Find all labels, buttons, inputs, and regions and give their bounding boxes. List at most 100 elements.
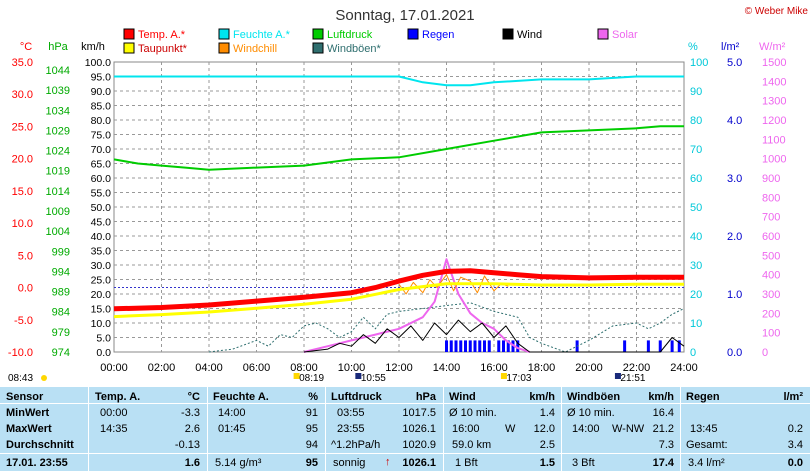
humidity-axis-tick: 80 — [690, 115, 702, 127]
solar-axis-tick: 1300 — [762, 96, 786, 108]
humidity-axis-tick: 10 — [690, 318, 702, 330]
wind-axis-tick: 90.0 — [91, 86, 112, 98]
rain-bar — [670, 340, 674, 352]
humidity-axis-unit: % — [688, 41, 698, 53]
statistics-table: Sensor Temp. A. °C Feuchte A. % Luftdruc… — [0, 387, 810, 471]
humidity-axis-tick: 0 — [690, 347, 696, 359]
temp-axis-tick: 20.0 — [12, 154, 33, 166]
max-press-time: 23:55 — [337, 423, 365, 435]
max-gust-direction: W-NW — [612, 423, 645, 435]
time-marker-label: 21:51 — [620, 373, 645, 384]
temp-axis-tick: 30.0 — [12, 89, 33, 101]
marker-icon — [614, 373, 621, 379]
temp-axis-tick: 0.0 — [18, 283, 33, 295]
legend-swatch — [312, 28, 324, 40]
x-tick-label: 22:00 — [623, 362, 651, 374]
pressure-axis-tick: 1044 — [46, 65, 70, 77]
rain-bar — [454, 340, 458, 352]
header-humidity-unit: % — [308, 391, 318, 403]
series-line — [114, 75, 684, 87]
solar-axis-tick: 900 — [762, 173, 780, 185]
weather-chart: Sonntag, 17.01.2021 © Weber Mike Temp. A.*… — [8, 6, 809, 384]
header-rain-unit: l/m² — [783, 391, 803, 403]
x-tick-label: 06:00 — [243, 362, 271, 374]
x-tick-label: 00:00 — [100, 362, 128, 374]
rain-bar — [468, 340, 472, 352]
wind-axis-unit: km/h — [81, 41, 105, 53]
wind-axis-tick: 95.0 — [91, 72, 112, 84]
legend-swatch — [407, 28, 419, 40]
legend-label: Taupunkt* — [138, 43, 188, 55]
rain-axis-tick: 1.0 — [727, 289, 742, 301]
rain-bar — [506, 340, 510, 352]
header-pressure-unit: hPa — [415, 391, 436, 403]
solar-axis-tick: 600 — [762, 231, 780, 243]
pressure-axis-tick: 1009 — [46, 206, 70, 218]
wind-axis-tick: 15.0 — [91, 304, 112, 316]
rain-bar — [445, 340, 448, 352]
header-gust: Windböen — [567, 391, 621, 403]
wind-axis-tick: 25.0 — [91, 275, 112, 287]
pressure-axis-unit: hPa — [48, 41, 68, 53]
current-gust-value: 17.4 — [652, 457, 674, 469]
min-press-time: 03:55 — [337, 407, 365, 419]
rain-bar — [473, 340, 477, 352]
copyright-label: © Weber Mike — [745, 6, 809, 17]
temp-axis-tick: 15.0 — [12, 186, 33, 198]
solar-axis-tick: 1500 — [762, 57, 786, 69]
min-gust-desc: Ø 10 min. — [567, 407, 615, 419]
pressure-axis-tick: 989 — [52, 287, 70, 299]
x-tick-label: 08:00 — [290, 362, 318, 374]
max-gust-time: 14:00 — [572, 423, 600, 435]
pressure-axis-tick: 999 — [52, 246, 70, 258]
min-temp-time: 00:00 — [100, 407, 128, 419]
time-marker-label: 17:03 — [506, 373, 531, 384]
wind-axis-tick: 0.0 — [96, 347, 111, 359]
rain-bar — [623, 340, 627, 352]
avg-rain-label: Gesamt: — [686, 439, 728, 451]
legend-label: Temp. A.* — [138, 29, 186, 41]
solar-axis-tick: 200 — [762, 308, 780, 320]
pressure-axis-tick: 1029 — [46, 125, 70, 137]
legend-swatch — [597, 28, 609, 40]
legend-swatch — [123, 42, 135, 54]
solar-axis-tick: 1200 — [762, 115, 786, 127]
x-tick-label: 04:00 — [195, 362, 223, 374]
legend-swatch — [502, 28, 514, 40]
rain-axis-tick: 0.0 — [727, 347, 742, 359]
humidity-axis-tick: 50 — [690, 202, 702, 214]
current-abs-humidity: 5.14 g/m³ — [215, 457, 262, 469]
humidity-axis-tick: 30 — [690, 260, 702, 272]
temp-axis-tick: -5.0 — [14, 315, 33, 327]
rain-bar — [478, 340, 482, 352]
min-temp-value: -3.3 — [181, 407, 200, 419]
rain-bar — [464, 340, 467, 352]
wind-axis-tick: 50.0 — [91, 202, 112, 214]
max-wind-value: 12.0 — [533, 423, 555, 435]
pressure-trend-arrow-icon: ↑ — [385, 456, 391, 468]
series-line — [208, 302, 685, 353]
rain-bar — [646, 340, 650, 352]
chart-title: Sonntag, 17.01.2021 — [335, 7, 474, 24]
time-marker-label: 10:55 — [361, 373, 386, 384]
humidity-axis-tick: 100 — [690, 57, 708, 69]
wind-axis-tick: 10.0 — [91, 318, 112, 330]
wind-axis-tick: 60.0 — [91, 173, 112, 185]
avg-wind-distance: 59.0 km — [452, 439, 492, 451]
current-rain-value: 0.0 — [787, 457, 803, 469]
temp-axis-tick: -10.0 — [8, 347, 33, 359]
rain-bar — [511, 340, 515, 352]
row-max-label: MaxWert — [6, 423, 52, 435]
wind-axis-tick: 55.0 — [91, 188, 112, 200]
avg-rain-value: 3.4 — [787, 439, 803, 451]
temp-axis-tick: 5.0 — [18, 250, 33, 262]
rain-bar — [449, 340, 453, 352]
pressure-axis-tick: 974 — [52, 347, 70, 359]
x-tick-label: 10:00 — [338, 362, 366, 374]
current-rain-total: 3.4 l/m² — [688, 457, 725, 469]
legend-label: Feuchte A.* — [233, 29, 291, 41]
temp-axis-tick: 25.0 — [12, 121, 33, 133]
rain-bar — [502, 340, 505, 352]
x-tick-label: 24:00 — [670, 362, 698, 374]
pressure-axis-tick: 1014 — [46, 186, 70, 198]
